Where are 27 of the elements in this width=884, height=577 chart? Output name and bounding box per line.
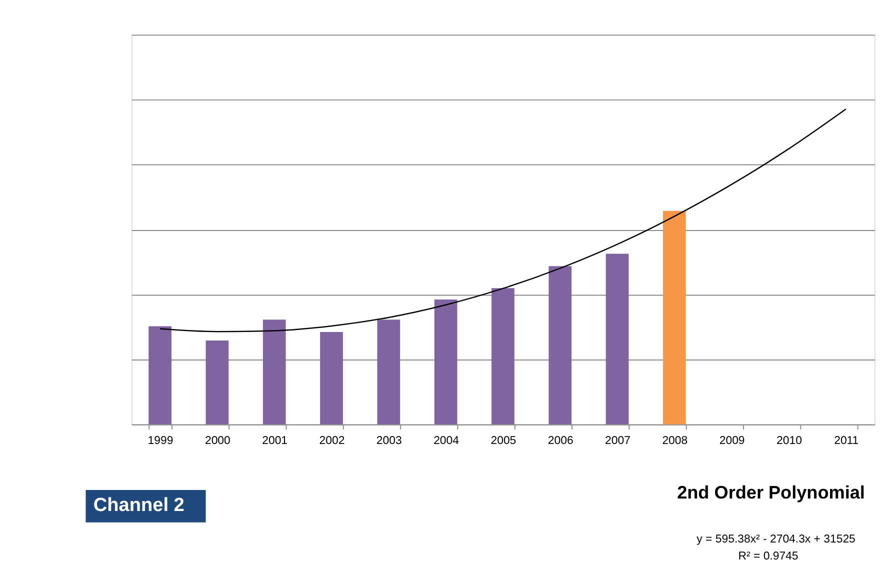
x-tick-label: 1999 — [148, 434, 174, 447]
bar — [548, 266, 572, 424]
x-tick-label: 2011 — [834, 434, 859, 447]
bar — [606, 254, 629, 424]
bar — [434, 299, 458, 424]
text: y = 595.38x² - 2704.3x + 31525 — [696, 533, 856, 546]
x-tick-label: 2004 — [434, 434, 460, 447]
text: 2nd Order Polynomial — [677, 482, 865, 503]
bar — [320, 332, 343, 424]
bar — [148, 326, 172, 424]
text: Channel 2 — [93, 495, 184, 516]
x-tick-label: 2005 — [490, 434, 516, 447]
text: R² = 0.9745 — [738, 550, 798, 563]
bar — [262, 320, 286, 424]
x-tick-label: 2002 — [319, 434, 345, 447]
x-tick-label: 2000 — [204, 434, 230, 447]
bar — [377, 320, 400, 424]
x-tick-label: 2001 — [262, 434, 288, 447]
x-tick-label: 2010 — [776, 434, 802, 447]
bar — [492, 288, 514, 424]
x-tick-label: 2006 — [548, 434, 574, 447]
x-tick-label: 2007 — [605, 434, 630, 447]
x-tick-label: 2003 — [376, 434, 402, 447]
bar — [206, 340, 229, 424]
x-tick-label: 2009 — [719, 434, 745, 447]
bar — [663, 210, 686, 424]
x-tick-label: 2008 — [662, 434, 688, 447]
